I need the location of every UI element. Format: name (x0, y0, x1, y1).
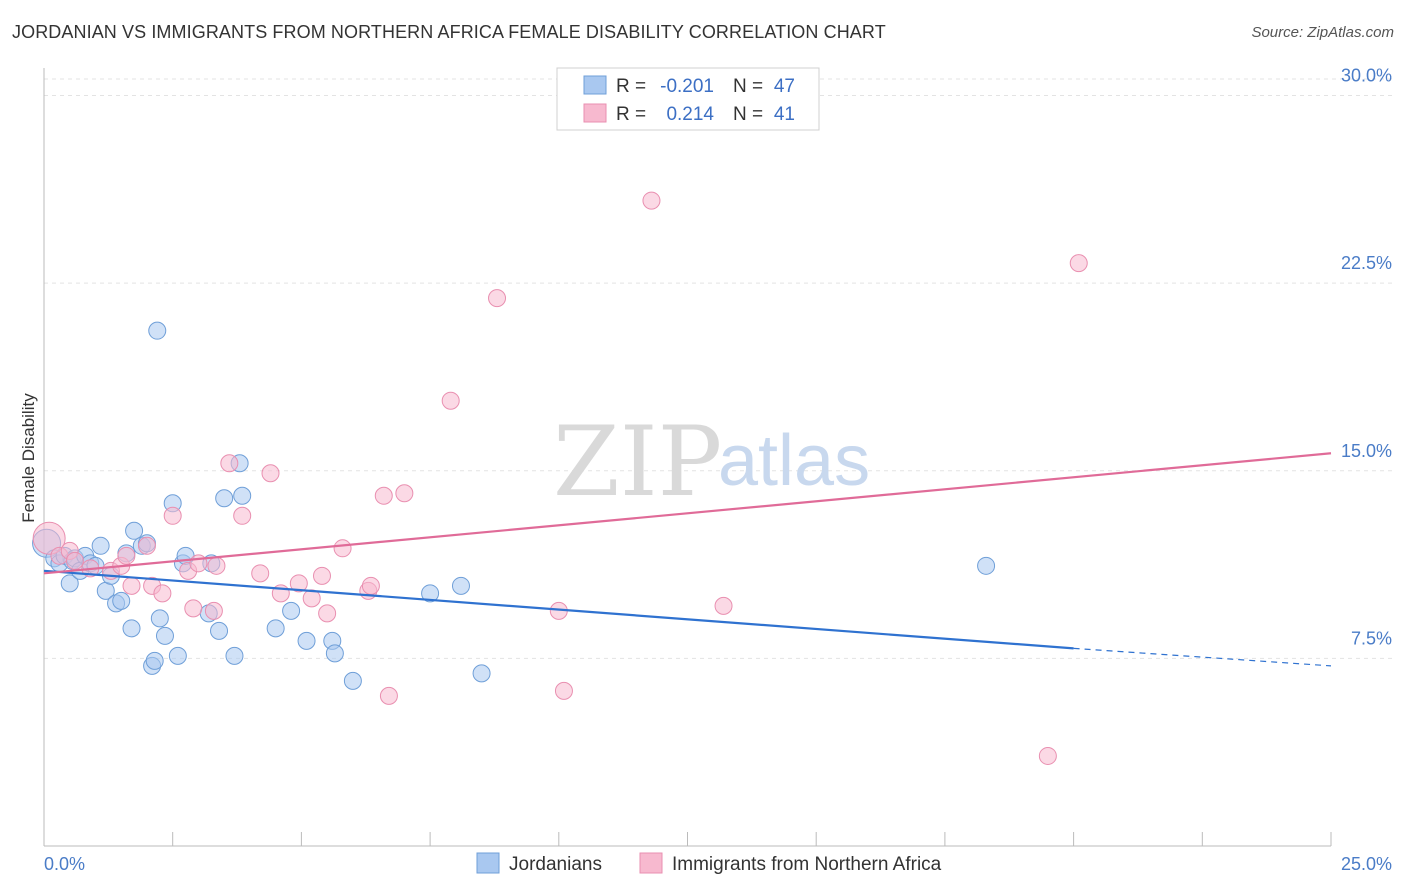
bottom-legend-label-immigrants: Immigrants from Northern Africa (672, 854, 942, 875)
chart-source: Source: ZipAtlas.com (1251, 24, 1394, 41)
point-jordanians (168, 646, 187, 665)
trend-line-jordanians-extrapolated (1073, 647, 1332, 667)
y-tick-label: 30.0% (1341, 66, 1392, 86)
point-immigrants (65, 551, 84, 570)
chart-title: JORDANIAN VS IMMIGRANTS FROM NORTHERN AF… (12, 22, 886, 42)
y-axis-label: Female Disability (19, 393, 38, 523)
point-immigrants (233, 506, 252, 525)
point-jordanians (266, 619, 285, 638)
point-jordanians (343, 671, 362, 690)
point-immigrants (379, 686, 398, 705)
point-immigrants (441, 391, 460, 410)
point-jordanians (325, 644, 344, 663)
watermark-zip: ZIP (553, 406, 722, 518)
point-immigrants (1069, 254, 1088, 273)
point-jordanians (215, 489, 234, 508)
legend-swatch-immigrants (583, 103, 607, 123)
legend-r-value-2: 0.214 (666, 104, 714, 125)
x-tick-marks (43, 832, 1332, 846)
point-immigrants (312, 566, 331, 585)
bottom-legend-label-jordanians: Jordanians (509, 854, 602, 875)
point-immigrants (361, 576, 380, 595)
point-immigrants (714, 596, 733, 615)
point-immigrants (374, 486, 393, 505)
point-immigrants (318, 604, 337, 623)
point-jordanians (145, 651, 164, 670)
point-immigrants (117, 546, 136, 565)
point-immigrants (488, 289, 507, 308)
point-jordanians (91, 536, 110, 555)
bottom-legend-swatch-immigrants (639, 852, 663, 874)
bottom-legend-swatch-jordanians (476, 852, 500, 874)
point-jordanians (451, 576, 470, 595)
legend-swatch-jordanians (583, 75, 607, 95)
point-jordanians (60, 574, 79, 593)
y-tick-labels: 7.5% 15.0% 22.5% 30.0% (1341, 66, 1392, 649)
watermark-atlas: atlas (718, 421, 870, 501)
point-immigrants (122, 576, 141, 595)
point-jordanians (282, 601, 301, 620)
point-immigrants (333, 539, 352, 558)
point-immigrants (289, 574, 308, 593)
point-immigrants (163, 506, 182, 525)
point-jordanians (112, 591, 131, 610)
x-tick-label-max: 25.0% (1341, 854, 1392, 874)
trend-lines (43, 452, 1332, 667)
point-jordanians (155, 626, 174, 645)
point-jordanians (122, 619, 141, 638)
y-tick-label: 7.5% (1351, 628, 1392, 648)
point-immigrants (137, 536, 156, 555)
point-immigrants (220, 454, 239, 473)
point-jordanians (421, 584, 440, 603)
legend-n-value-2: 41 (774, 104, 795, 125)
point-immigrants (153, 584, 172, 603)
point-jordanians (150, 609, 169, 628)
point-jordanians (233, 486, 252, 505)
point-jordanians (472, 664, 491, 683)
point-immigrants (554, 681, 573, 700)
point-jordanians (148, 321, 167, 340)
trend-line-jordanians (43, 569, 1074, 650)
point-immigrants (184, 599, 203, 618)
legend-n-label-2: N = (733, 104, 763, 125)
point-immigrants (251, 564, 270, 583)
y-tick-label: 22.5% (1341, 253, 1392, 273)
point-jordanians (977, 556, 996, 575)
point-immigrants (207, 556, 226, 575)
point-jordanians (297, 631, 316, 650)
point-immigrants (204, 601, 223, 620)
legend-r-label-1: R = (616, 76, 646, 97)
point-immigrants (642, 191, 661, 210)
legend-n-value-1: 47 (774, 76, 795, 97)
legend-n-label-1: N = (733, 76, 763, 97)
legend-r-value-1: -0.201 (660, 76, 714, 97)
point-jordanians (210, 621, 229, 640)
bottom-legend: Jordanians Immigrants from Northern Afri… (476, 852, 942, 875)
y-tick-label: 15.0% (1341, 441, 1392, 461)
legend-r-label-2: R = (616, 104, 646, 125)
point-immigrants (261, 464, 280, 483)
point-immigrants (302, 589, 321, 608)
point-jordanians (225, 646, 244, 665)
x-tick-label-min: 0.0% (44, 854, 85, 874)
point-immigrants (32, 521, 66, 555)
point-immigrants (1038, 746, 1057, 765)
trend-line-immigrants (43, 452, 1332, 575)
legend-box: R = -0.201 N = 47 R = 0.214 N = 41 (556, 67, 820, 131)
point-jordanians (125, 521, 144, 540)
gridlines (44, 78, 1392, 659)
point-immigrants (395, 484, 414, 503)
